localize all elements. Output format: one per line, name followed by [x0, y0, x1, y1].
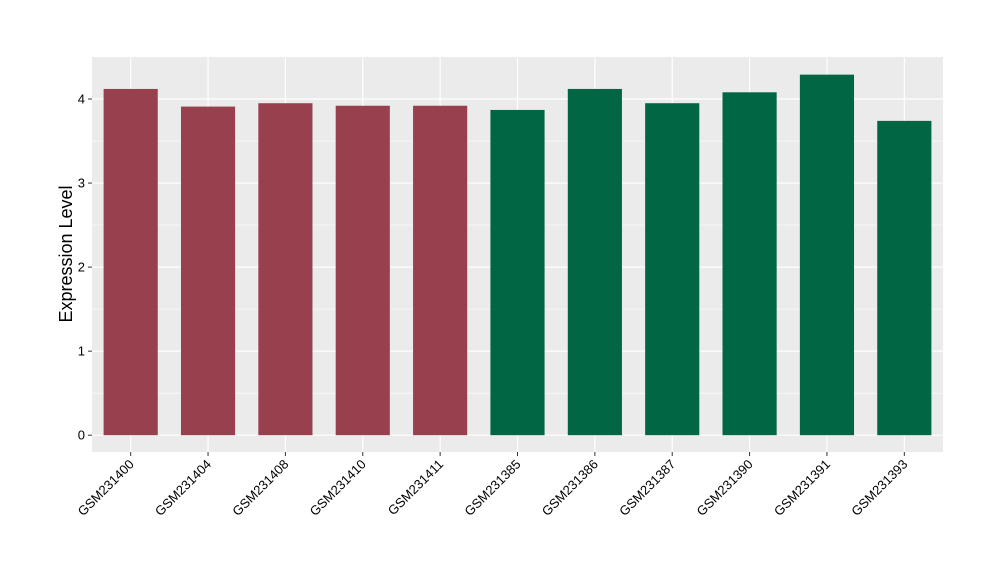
bars [103, 74, 932, 436]
bar-gsm231385 [490, 109, 545, 436]
bar-gsm231390 [722, 92, 777, 436]
x-tick-label: GSM231410 [307, 457, 369, 519]
y-axis-ticks: 0 1 2 3 4 [78, 92, 92, 443]
bar-gsm231410 [335, 105, 390, 436]
bar-gsm231400 [103, 88, 158, 436]
x-tick-label: GSM231391 [771, 457, 833, 519]
bar-gsm231393 [877, 120, 932, 436]
x-tick-label: GSM231411 [385, 457, 447, 519]
y-axis-title: Expression Level [56, 185, 76, 322]
y-tick-label: 3 [78, 176, 85, 191]
y-tick-label: 0 [78, 428, 85, 443]
bar-gsm231387 [645, 103, 700, 436]
x-tick-label: GSM231408 [229, 457, 291, 519]
y-tick-label: 2 [78, 260, 85, 275]
x-tick-label: GSM231400 [75, 457, 137, 519]
bar-gsm231391 [799, 74, 855, 436]
x-tick-label: GSM231404 [152, 457, 214, 519]
x-axis-ticks: GSM231400 GSM231404 GSM231408 GSM231410 GSM2… [75, 452, 910, 519]
x-tick-label: GSM231387 [616, 457, 678, 519]
x-tick-label: GSM231393 [848, 457, 910, 519]
bar-gsm231408 [258, 103, 313, 436]
x-tick-label: GSM231390 [693, 457, 755, 519]
x-tick-label: GSM231385 [461, 457, 523, 519]
bar-gsm231386 [567, 88, 622, 436]
bar-gsm231411 [413, 105, 468, 436]
y-tick-label: 4 [78, 92, 85, 107]
x-tick-label: GSM231386 [539, 457, 601, 519]
y-tick-label: 1 [78, 344, 85, 359]
bar-gsm231404 [180, 106, 236, 436]
